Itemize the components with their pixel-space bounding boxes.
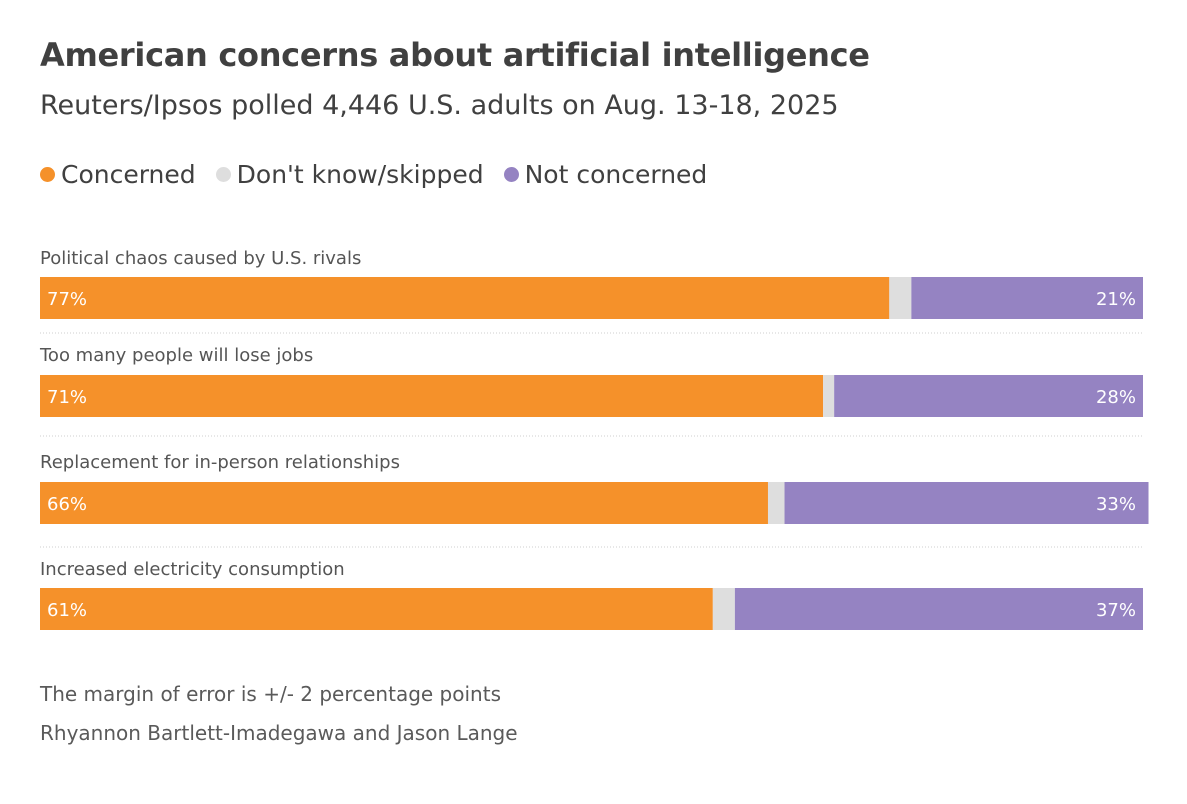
bar-not-concerned: [784, 482, 1149, 524]
margin-of-error-note: The margin of error is +/- 2 percentage …: [40, 682, 501, 706]
bar-don-t-know-skipped: [889, 277, 912, 319]
category-label: Replacement for in-person relationships: [40, 452, 400, 473]
data-label-not-concerned: 21%: [1096, 289, 1136, 310]
data-label-not-concerned: 28%: [1096, 387, 1136, 408]
data-label-concerned: 66%: [47, 494, 87, 515]
bar-concerned: [40, 482, 768, 524]
data-label-concerned: 71%: [47, 387, 87, 408]
chart-title: American concerns about artificial intel…: [40, 36, 870, 74]
legend-item-dont-know: Don't know/skipped: [215, 160, 484, 189]
data-label-concerned: 77%: [47, 289, 87, 310]
bar-don-t-know-skipped: [767, 482, 785, 524]
category-label: Political chaos caused by U.S. rivals: [40, 248, 361, 269]
stacked-bar-chart: Political chaos caused by U.S. rivals 77%…: [39, 248, 1149, 630]
bar-not-concerned: [734, 588, 1143, 630]
legend-label-dont-know: Don't know/skipped: [236, 160, 484, 189]
bar-not-concerned: [834, 375, 1143, 417]
data-label-not-concerned: 33%: [1096, 494, 1136, 515]
legend-swatch-concerned: [40, 167, 55, 182]
legend-item-concerned: Concerned: [40, 160, 196, 189]
data-label-not-concerned: 37%: [1096, 600, 1136, 621]
bar-not-concerned: [911, 277, 1143, 319]
bar-concerned: [40, 588, 713, 630]
credit-line: Rhyannon Bartlett-Imadegawa and Jason La…: [40, 721, 518, 745]
legend-swatch-not-concerned: [503, 167, 519, 182]
bar-don-t-know-skipped: [712, 588, 735, 630]
chart-legend: Concerned Don't know/skipped Not concern…: [40, 160, 727, 189]
bar-concerned: [40, 375, 824, 417]
data-label-concerned: 61%: [47, 600, 87, 621]
legend-swatch-dont-know: [215, 167, 231, 182]
legend-item-not-concerned: Not concerned: [503, 160, 708, 189]
category-label: Too many people will lose jobs: [39, 345, 313, 366]
legend-label-concerned: Concerned: [61, 160, 196, 189]
chart-subtitle: Reuters/Ipsos polled 4,446 U.S. adults o…: [40, 90, 839, 121]
bar-concerned: [40, 277, 890, 319]
legend-label-not-concerned: Not concerned: [524, 160, 708, 189]
bar-don-t-know-skipped: [823, 375, 835, 417]
category-label: Increased electricity consumption: [40, 559, 345, 580]
